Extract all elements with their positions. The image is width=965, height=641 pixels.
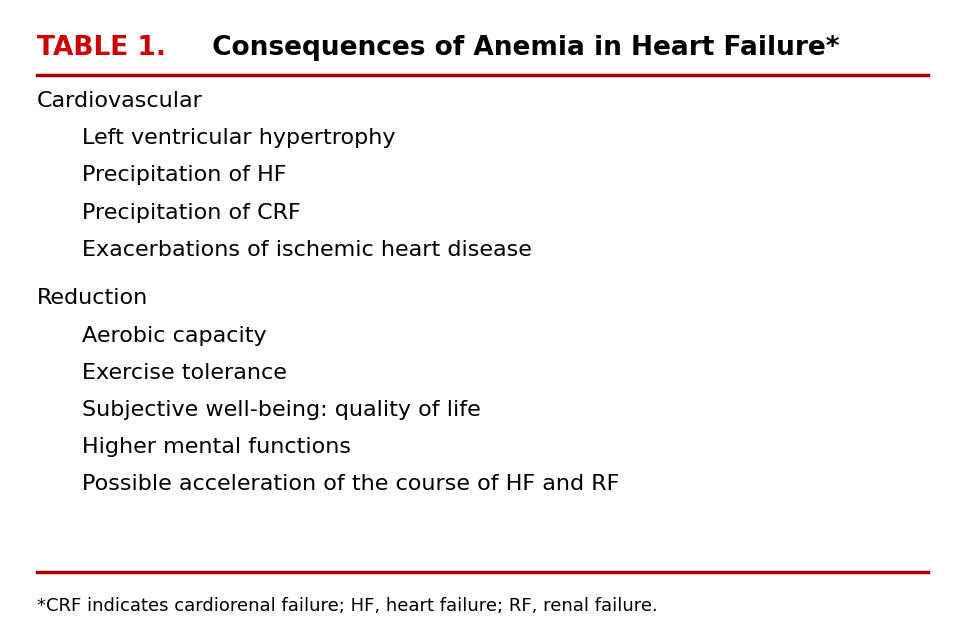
Text: Possible acceleration of the course of HF and RF: Possible acceleration of the course of H… bbox=[82, 474, 620, 494]
Text: Exacerbations of ischemic heart disease: Exacerbations of ischemic heart disease bbox=[82, 240, 532, 260]
Text: Aerobic capacity: Aerobic capacity bbox=[82, 326, 266, 345]
Text: Precipitation of CRF: Precipitation of CRF bbox=[82, 203, 301, 222]
Text: Subjective well-being: quality of life: Subjective well-being: quality of life bbox=[82, 400, 481, 420]
Text: Consequences of Anemia in Heart Failure*: Consequences of Anemia in Heart Failure* bbox=[203, 35, 840, 62]
Text: TABLE 1.: TABLE 1. bbox=[37, 35, 166, 62]
Text: Precipitation of HF: Precipitation of HF bbox=[82, 165, 287, 185]
Text: Exercise tolerance: Exercise tolerance bbox=[82, 363, 287, 383]
Text: Higher mental functions: Higher mental functions bbox=[82, 437, 351, 457]
Text: *CRF indicates cardiorenal failure; HF, heart failure; RF, renal failure.: *CRF indicates cardiorenal failure; HF, … bbox=[37, 597, 657, 615]
Text: Left ventricular hypertrophy: Left ventricular hypertrophy bbox=[82, 128, 396, 148]
Text: Cardiovascular: Cardiovascular bbox=[37, 91, 203, 111]
Text: Reduction: Reduction bbox=[37, 288, 148, 308]
